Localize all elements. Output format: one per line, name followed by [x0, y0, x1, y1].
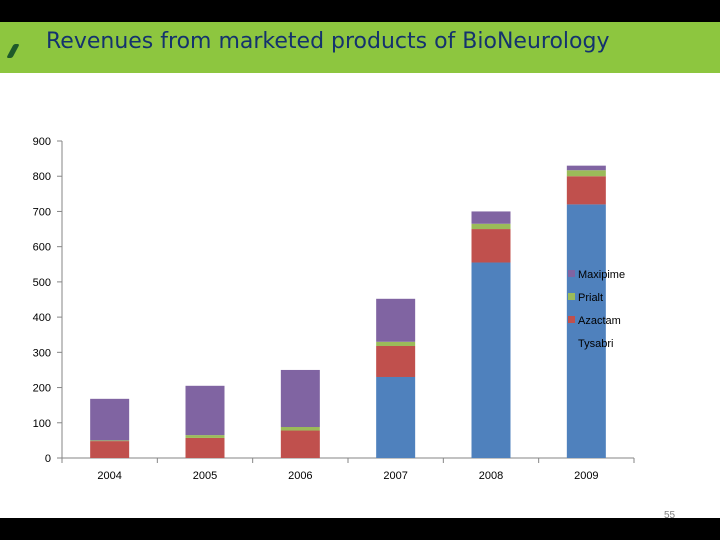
legend-swatch-maxipime	[568, 270, 575, 277]
y-tick-label: 600	[33, 242, 51, 254]
bar-azactam-2007	[376, 345, 416, 377]
chart-axes: 0 100 200 300 400 500 600 700 800 900 2004 2005 2006…	[33, 136, 635, 482]
legend-swatch-prialt	[568, 293, 575, 300]
bar-tysabri-2008	[471, 262, 511, 458]
chart-bars	[90, 165, 606, 458]
y-tick-label: 400	[33, 312, 51, 324]
y-tick-label: 200	[33, 383, 51, 395]
bar-prialt-2007	[376, 341, 416, 346]
legend-label-maxipime: Maxipime	[578, 269, 625, 281]
title-bar: Revenues from marketed products of BioNe…	[0, 22, 720, 73]
y-tick-label: 900	[33, 136, 51, 148]
bar-maxipime-2006	[280, 369, 320, 428]
bar-prialt-2009	[566, 170, 606, 177]
x-tick-label: 2008	[479, 470, 503, 482]
y-tick-label: 300	[33, 347, 51, 359]
legend-label-azactam: Azactam	[578, 315, 621, 327]
y-tick-label: 700	[33, 206, 51, 218]
bar-tysabri-2007	[376, 376, 416, 458]
x-tick-label: 2006	[288, 470, 312, 482]
x-tick-label: 2004	[97, 470, 121, 482]
y-tick-label: 100	[33, 418, 51, 430]
bar-azactam-2009	[566, 176, 606, 205]
page-number: 55	[664, 510, 676, 521]
bar-prialt-2004	[90, 440, 130, 442]
y-tick-label: 800	[33, 171, 51, 183]
x-tick-label: 2005	[193, 470, 217, 482]
y-tick-label: 0	[45, 453, 51, 465]
bar-prialt-2006	[280, 427, 320, 431]
chart-legend: Maxipime Prialt Azactam Tysabri	[568, 269, 625, 350]
x-tick-label: 2007	[383, 470, 407, 482]
bar-maxipime-2009	[566, 165, 606, 171]
x-tick-label: 2009	[574, 470, 598, 482]
bar-maxipime-2007	[376, 298, 416, 342]
bar-prialt-2005	[185, 435, 225, 438]
bar-maxipime-2005	[185, 385, 225, 436]
bar-azactam-2004	[90, 441, 130, 458]
bar-azactam-2008	[471, 229, 511, 263]
bar-maxipime-2008	[471, 211, 511, 224]
legend-label-prialt: Prialt	[578, 292, 603, 304]
bar-azactam-2006	[280, 430, 320, 458]
bar-maxipime-2004	[90, 398, 130, 441]
legend-label-tysabri: Tysabri	[578, 338, 613, 350]
bar-prialt-2008	[471, 223, 511, 230]
bar-tysabri-2009	[566, 204, 606, 458]
legend-swatch-azactam	[568, 316, 575, 323]
y-tick-label: 500	[33, 277, 51, 289]
slide-title: Revenues from marketed products of BioNe…	[46, 29, 610, 54]
bar-azactam-2005	[185, 437, 225, 458]
